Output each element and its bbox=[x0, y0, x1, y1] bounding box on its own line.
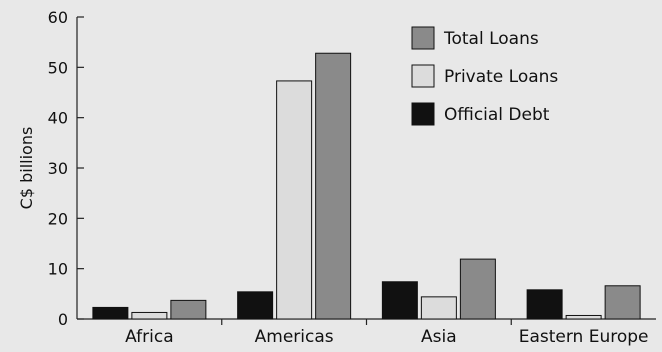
y-tick-label: 0 bbox=[58, 310, 68, 329]
bar-eastern-europe-private-loans bbox=[565, 314, 602, 320]
bar-asia-total-loans bbox=[459, 258, 496, 320]
legend-swatch-total-loans bbox=[411, 26, 435, 50]
bar-asia-private-loans bbox=[420, 296, 457, 320]
legend-swatch-private-loans bbox=[411, 64, 435, 88]
bar-eastern-europe-total-loans bbox=[604, 285, 641, 320]
legend-label-official-debt: Official Debt bbox=[444, 105, 550, 125]
x-category-label: Asia bbox=[421, 327, 457, 347]
x-category-label: Eastern Europe bbox=[519, 327, 649, 347]
x-category-label: Africa bbox=[125, 327, 174, 347]
bar-americas-private-loans bbox=[276, 80, 313, 320]
y-tick-label: 10 bbox=[48, 260, 68, 279]
bar-americas-total-loans bbox=[315, 52, 352, 320]
legend: Total Loans Private Loans Official Debt bbox=[411, 26, 558, 126]
bar-africa-official-debt bbox=[92, 306, 129, 320]
axes bbox=[76, 16, 656, 325]
bar-asia-official-debt bbox=[381, 281, 418, 320]
legend-label-total-loans: Total Loans bbox=[443, 29, 539, 49]
bar-africa-total-loans bbox=[170, 299, 207, 320]
y-tick-label: 60 bbox=[48, 8, 68, 27]
y-axis-title: C$ billions bbox=[17, 127, 36, 210]
bars bbox=[92, 52, 641, 320]
y-tick-label: 30 bbox=[48, 159, 68, 178]
y-tick-label: 50 bbox=[48, 58, 68, 77]
legend-swatch-official-debt bbox=[411, 102, 435, 126]
bar-eastern-europe-official-debt bbox=[526, 289, 563, 320]
labels: 0 10 20 30 40 50 60 Africa Americas Asia Eastern E… bbox=[48, 8, 649, 347]
bar-africa-private-loans bbox=[131, 311, 168, 320]
bar-americas-official-debt bbox=[237, 291, 274, 320]
x-category-label: Americas bbox=[255, 327, 334, 347]
legend-label-private-loans: Private Loans bbox=[444, 67, 558, 87]
y-tick-label: 40 bbox=[48, 109, 68, 128]
y-tick-label: 20 bbox=[48, 209, 68, 228]
